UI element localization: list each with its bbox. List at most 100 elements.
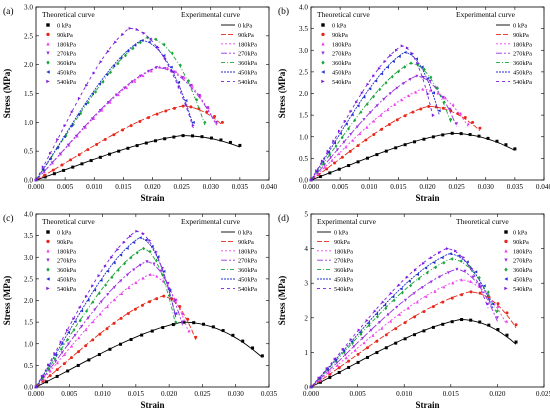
x-tick-label: 0.025 — [449, 183, 466, 191]
experimental-point — [77, 336, 81, 340]
legend-label-experimental: 90kPa — [332, 32, 348, 39]
x-tick-label: 0.025 — [174, 183, 191, 191]
experimental-point — [333, 141, 337, 145]
y-tick-label: 1.5 — [299, 112, 308, 120]
experimental-point — [478, 320, 482, 324]
legend-label-experimental: 0 kPa — [332, 23, 346, 30]
legend-label-theoretical: 270kPa — [513, 258, 532, 265]
experimental-point — [251, 346, 255, 350]
legend-marker — [321, 70, 325, 74]
legend-marker — [46, 32, 50, 37]
legend-label-experimental: 90kPa — [334, 239, 350, 246]
experimental-point — [360, 337, 364, 341]
legend-marker — [46, 51, 50, 55]
experimental-point — [128, 26, 132, 30]
experimental-point — [170, 51, 174, 55]
legend-marker — [321, 32, 325, 37]
experimental-point — [342, 140, 346, 144]
experimental-point — [131, 46, 135, 51]
experimental-point — [450, 131, 454, 135]
y-tick-label: 1.5 — [24, 319, 33, 327]
experimental-point — [365, 125, 369, 129]
experimental-point — [496, 304, 500, 308]
experimental-point — [66, 328, 70, 332]
experimental-point — [386, 108, 390, 112]
experimental-point — [174, 320, 178, 324]
experimental-point — [388, 92, 392, 96]
experimental-point — [368, 87, 372, 91]
experimental-point — [380, 72, 384, 76]
experimental-point — [86, 316, 90, 320]
experimental-point — [77, 153, 81, 157]
experimental-point — [382, 98, 386, 102]
experimental-point — [138, 263, 142, 267]
experimental-point — [459, 259, 463, 263]
experimental-point — [77, 350, 81, 354]
experimental-point — [206, 106, 210, 110]
y-tick-label: 4.0 — [299, 4, 308, 12]
experimental-point — [98, 82, 102, 86]
experimental-point — [108, 347, 112, 351]
legend-marker — [321, 51, 325, 55]
experimental-point — [419, 107, 423, 111]
legend-label-theoretical: 0 kPa — [513, 23, 527, 30]
experimental-point — [112, 321, 116, 325]
experimental-point — [395, 86, 399, 90]
experimental-point — [403, 143, 407, 147]
experimental-point — [394, 327, 398, 331]
legend-label-theoretical: 90kPa — [513, 32, 529, 39]
experimental-point — [52, 172, 56, 176]
experimental-point — [76, 363, 80, 367]
experimental-point — [119, 279, 123, 283]
experimental-point — [47, 366, 51, 371]
experimental-point — [70, 344, 74, 348]
experimental-point — [416, 272, 420, 276]
experimental-point — [386, 313, 390, 317]
y-axis-label: Stress (MPa) — [2, 276, 12, 326]
legend-marker — [504, 249, 508, 253]
experimental-point — [182, 75, 186, 79]
experimental-point — [74, 134, 78, 138]
theoretical-curve — [35, 261, 183, 388]
experimental-point — [62, 362, 66, 366]
x-tick-label: 0.005 — [57, 183, 74, 191]
experimental-point — [50, 161, 54, 165]
experimental-point — [59, 347, 63, 352]
experimental-point — [162, 42, 166, 47]
experimental-point — [348, 149, 352, 153]
legend-label-theoretical: 450kPa — [238, 70, 257, 77]
experimental-point — [66, 337, 70, 342]
y-tick-label: 1.0 — [24, 119, 33, 127]
experimental-point — [60, 163, 64, 167]
experimental-point — [184, 99, 188, 103]
experimental-point — [417, 277, 421, 281]
experimental-point — [156, 255, 160, 259]
experimental-point — [161, 273, 165, 277]
experimental-point — [420, 65, 424, 69]
experimental-point — [194, 335, 198, 339]
legend-marker — [46, 267, 50, 272]
experimental-point — [99, 278, 103, 282]
experimental-point — [99, 300, 103, 304]
experimental-point — [140, 38, 144, 42]
experimental-point — [365, 346, 369, 350]
experimental-point — [62, 135, 66, 139]
experimental-point — [337, 167, 341, 171]
legend-label-experimental: 360kPa — [334, 267, 353, 274]
legend-marker — [321, 60, 325, 65]
experimental-point — [347, 359, 351, 363]
x-tick-label: 0.010 — [86, 183, 103, 191]
experimental-point — [337, 370, 341, 374]
experimental-point — [455, 267, 459, 271]
experimental-point — [156, 45, 160, 49]
y-tick-label: 3 — [304, 280, 308, 288]
experimental-point — [195, 98, 199, 102]
experimental-point — [163, 137, 167, 141]
experimental-point — [205, 110, 209, 114]
legend-label-experimental: 450kPa — [57, 70, 76, 77]
experimental-point — [463, 116, 467, 120]
series-3 — [34, 66, 219, 182]
legend-label-experimental: 540kPa — [57, 286, 76, 293]
experimental-point — [91, 338, 95, 342]
experimental-point — [477, 275, 481, 280]
